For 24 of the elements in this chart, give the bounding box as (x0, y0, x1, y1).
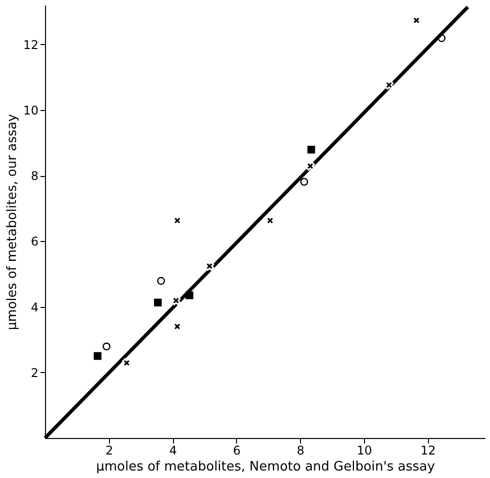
x-tick-label: 2 (105, 444, 114, 458)
point (157, 276, 166, 285)
y-tick-label: 6 (30, 234, 38, 249)
x-tick-label: 12 (420, 444, 436, 458)
point (306, 161, 315, 171)
point (154, 298, 162, 306)
y-tick-label: 2 (30, 366, 38, 380)
x-tick-label: 6 (232, 444, 241, 458)
y-tick-label: 12 (23, 38, 38, 52)
x-axis-title: µmoles of metabolites, Nemoto and Gelboin's assay (96, 460, 436, 474)
y-axis-title: µmoles of metabolites, our assay (5, 114, 20, 330)
y-tick-label: 8 (30, 169, 38, 184)
point (94, 352, 102, 360)
x-tick-label: 4 (169, 444, 177, 458)
point (102, 342, 110, 350)
point (384, 80, 394, 90)
point (307, 146, 316, 154)
x-tick-label: 10 (356, 444, 372, 458)
point (186, 291, 194, 300)
point (438, 34, 446, 42)
point (300, 178, 308, 186)
y-tick-label: 4 (30, 300, 38, 314)
x-tick-label: 8 (296, 444, 304, 458)
y-tick-label: 10 (23, 103, 38, 118)
